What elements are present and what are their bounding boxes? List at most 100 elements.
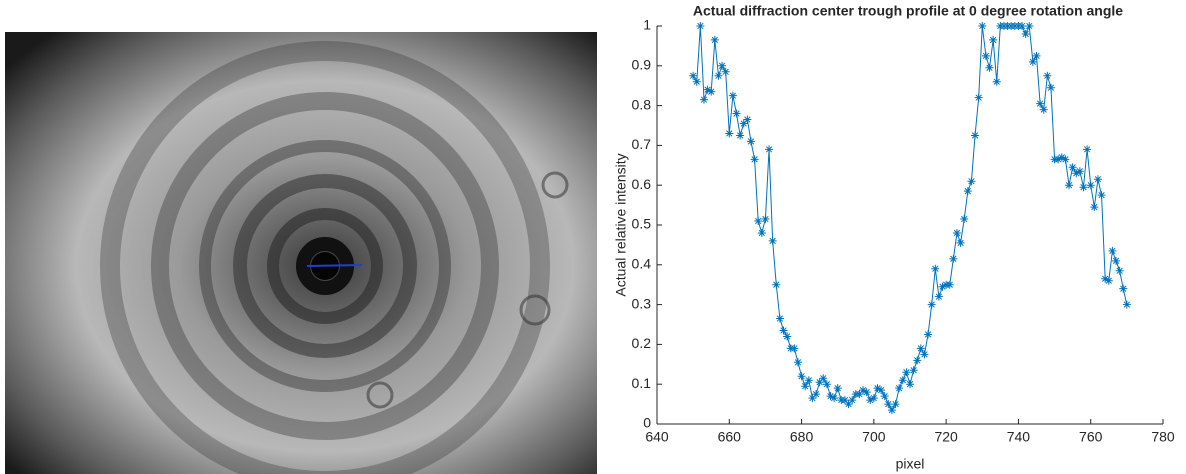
data-point bbox=[692, 77, 701, 86]
y-tick-label: 0.4 bbox=[632, 256, 652, 272]
x-tick-label: 640 bbox=[645, 429, 669, 445]
data-point bbox=[754, 217, 763, 226]
y-tick-label: 1 bbox=[643, 17, 651, 33]
x-tick-label: 700 bbox=[862, 429, 886, 445]
data-point bbox=[859, 386, 868, 395]
data-point bbox=[956, 238, 965, 247]
data-point bbox=[721, 67, 730, 76]
data-point bbox=[952, 228, 961, 237]
data-point bbox=[783, 332, 792, 341]
data-point bbox=[830, 394, 839, 403]
data-point bbox=[906, 380, 914, 389]
data-point bbox=[934, 292, 943, 301]
data-point bbox=[790, 344, 799, 353]
data-point bbox=[1065, 181, 1074, 190]
data-point bbox=[728, 91, 737, 100]
data-point bbox=[699, 95, 708, 104]
data-point bbox=[978, 22, 987, 30]
data-point bbox=[1104, 276, 1113, 285]
data-point bbox=[1061, 155, 1070, 164]
data-point bbox=[761, 215, 770, 224]
data-point bbox=[967, 177, 976, 186]
data-point bbox=[1097, 191, 1106, 200]
data-point bbox=[938, 282, 947, 291]
data-point bbox=[710, 35, 719, 44]
data-point bbox=[992, 77, 1001, 86]
data-point bbox=[1112, 256, 1121, 265]
data-point bbox=[1021, 29, 1030, 38]
data-point bbox=[1086, 181, 1095, 190]
data-point bbox=[1036, 99, 1045, 108]
data-point bbox=[1018, 22, 1027, 30]
data-point bbox=[877, 386, 886, 395]
data-point bbox=[971, 131, 980, 140]
data-point bbox=[1054, 155, 1063, 164]
data-point bbox=[862, 388, 871, 397]
data-point bbox=[819, 374, 828, 383]
y-tick-label: 0.7 bbox=[632, 136, 652, 152]
data-point bbox=[801, 382, 810, 391]
data-point bbox=[736, 131, 745, 140]
data-point bbox=[1025, 22, 1034, 30]
data-point bbox=[1119, 284, 1128, 293]
data-point bbox=[1068, 163, 1077, 172]
data-point bbox=[844, 400, 853, 409]
data-point bbox=[714, 71, 723, 80]
data-point bbox=[869, 394, 878, 403]
data-point bbox=[1101, 274, 1110, 283]
data-point bbox=[1032, 51, 1041, 60]
data-point bbox=[797, 372, 806, 381]
data-point bbox=[696, 22, 705, 30]
y-axis-label: Actual relative intensity bbox=[613, 153, 629, 296]
data-point bbox=[909, 366, 918, 375]
data-point bbox=[826, 392, 835, 401]
data-point bbox=[1075, 167, 1084, 176]
data-point bbox=[931, 264, 940, 273]
data-point bbox=[822, 380, 831, 389]
data-point bbox=[743, 115, 752, 124]
data-point bbox=[804, 376, 813, 385]
data-point bbox=[1046, 83, 1055, 92]
data-point bbox=[981, 51, 990, 60]
data-point bbox=[746, 137, 755, 146]
data-point bbox=[815, 378, 824, 387]
data-point bbox=[927, 300, 936, 309]
data-point bbox=[1093, 175, 1102, 184]
x-tick-label: 740 bbox=[1007, 429, 1031, 445]
data-point bbox=[689, 71, 698, 80]
data-point bbox=[1072, 169, 1081, 178]
data-point bbox=[913, 356, 922, 365]
data-point bbox=[775, 314, 784, 323]
data-point bbox=[855, 390, 864, 399]
data-point bbox=[916, 344, 925, 353]
data-point bbox=[880, 392, 889, 401]
data-point bbox=[757, 228, 766, 237]
profile-line bbox=[306, 264, 363, 267]
data-point bbox=[768, 236, 777, 245]
data-point bbox=[985, 63, 994, 72]
x-tick-label: 660 bbox=[718, 429, 742, 445]
x-tick-label: 760 bbox=[1079, 429, 1103, 445]
x-tick-label: 780 bbox=[1151, 429, 1175, 445]
data-point bbox=[765, 145, 774, 154]
data-point bbox=[1079, 183, 1088, 192]
data-point bbox=[945, 280, 954, 289]
data-point bbox=[772, 280, 781, 289]
chart-title: Actual diffraction center trough profile… bbox=[693, 3, 1123, 19]
data-point bbox=[960, 215, 969, 224]
data-point bbox=[707, 87, 716, 96]
data-point bbox=[873, 384, 882, 393]
data-point bbox=[1028, 57, 1037, 66]
data-point bbox=[891, 400, 900, 409]
data-point bbox=[718, 61, 727, 70]
data-point bbox=[963, 187, 972, 196]
data-point bbox=[1115, 266, 1124, 275]
y-tick-label: 0.9 bbox=[632, 57, 652, 73]
image-rings bbox=[100, 41, 569, 474]
data-point bbox=[725, 129, 734, 138]
y-tick-label: 0 bbox=[643, 415, 651, 431]
data-point bbox=[949, 254, 958, 263]
y-tick-label: 0.2 bbox=[632, 335, 652, 351]
